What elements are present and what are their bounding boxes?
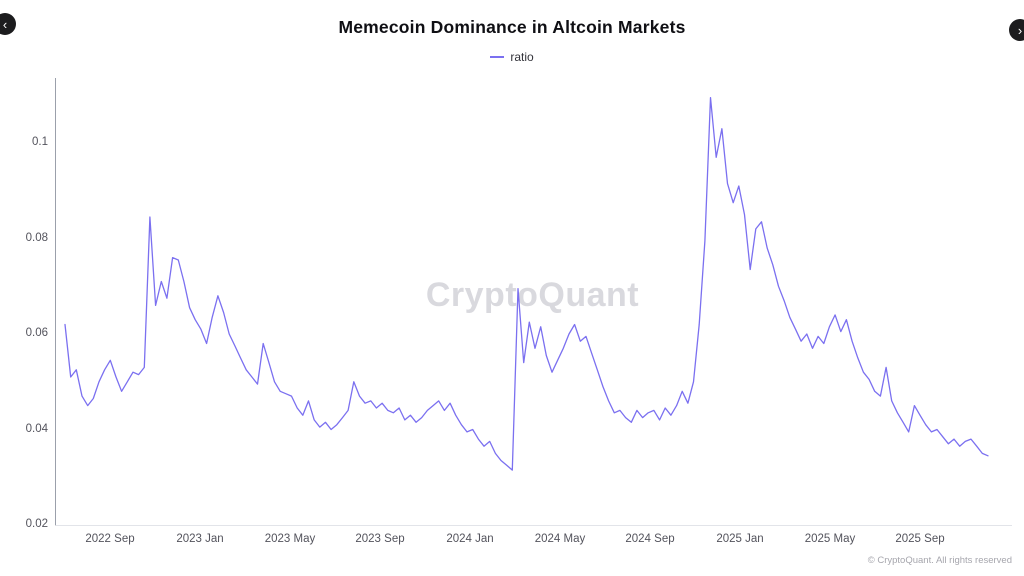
prev-chart-button[interactable]: ‹ [0, 13, 16, 35]
x-tick-label: 2025 Sep [895, 533, 945, 545]
y-tick-label: 0.04 [25, 422, 48, 435]
legend-item-ratio[interactable]: ratio [0, 50, 1024, 64]
x-tick-label: 2024 Jan [446, 533, 494, 545]
y-tick-label: 0.1 [32, 136, 48, 148]
x-tick-label: 2023 Sep [355, 533, 405, 545]
x-tick-label: 2022 Sep [85, 533, 135, 545]
y-tick-label: 0.02 [25, 518, 48, 530]
page-title: Memecoin Dominance in Altcoin Markets [338, 17, 686, 37]
legend-swatch [490, 56, 505, 58]
y-tick-label: 0.08 [25, 231, 48, 244]
x-tick-label: 2024 Sep [625, 533, 675, 545]
ratio-line [64, 96, 989, 471]
y-tick-label: 0.06 [25, 327, 48, 339]
copyright-notice: © CryptoQuant. All rights reserved [867, 555, 1012, 566]
x-tick-label: 2025 Jan [716, 533, 764, 545]
legend-label: ratio [510, 50, 534, 64]
x-tick-label: 2024 May [534, 533, 586, 545]
next-chart-button[interactable]: › [1009, 19, 1024, 41]
x-tick-label: 2023 Jan [176, 533, 224, 545]
x-tick-label: 2025 May [804, 533, 856, 545]
x-tick-label: 2023 May [264, 533, 316, 545]
y-axis-labels: 0.1 0.08 0.06 0.04 0.02 [0, 0, 48, 576]
